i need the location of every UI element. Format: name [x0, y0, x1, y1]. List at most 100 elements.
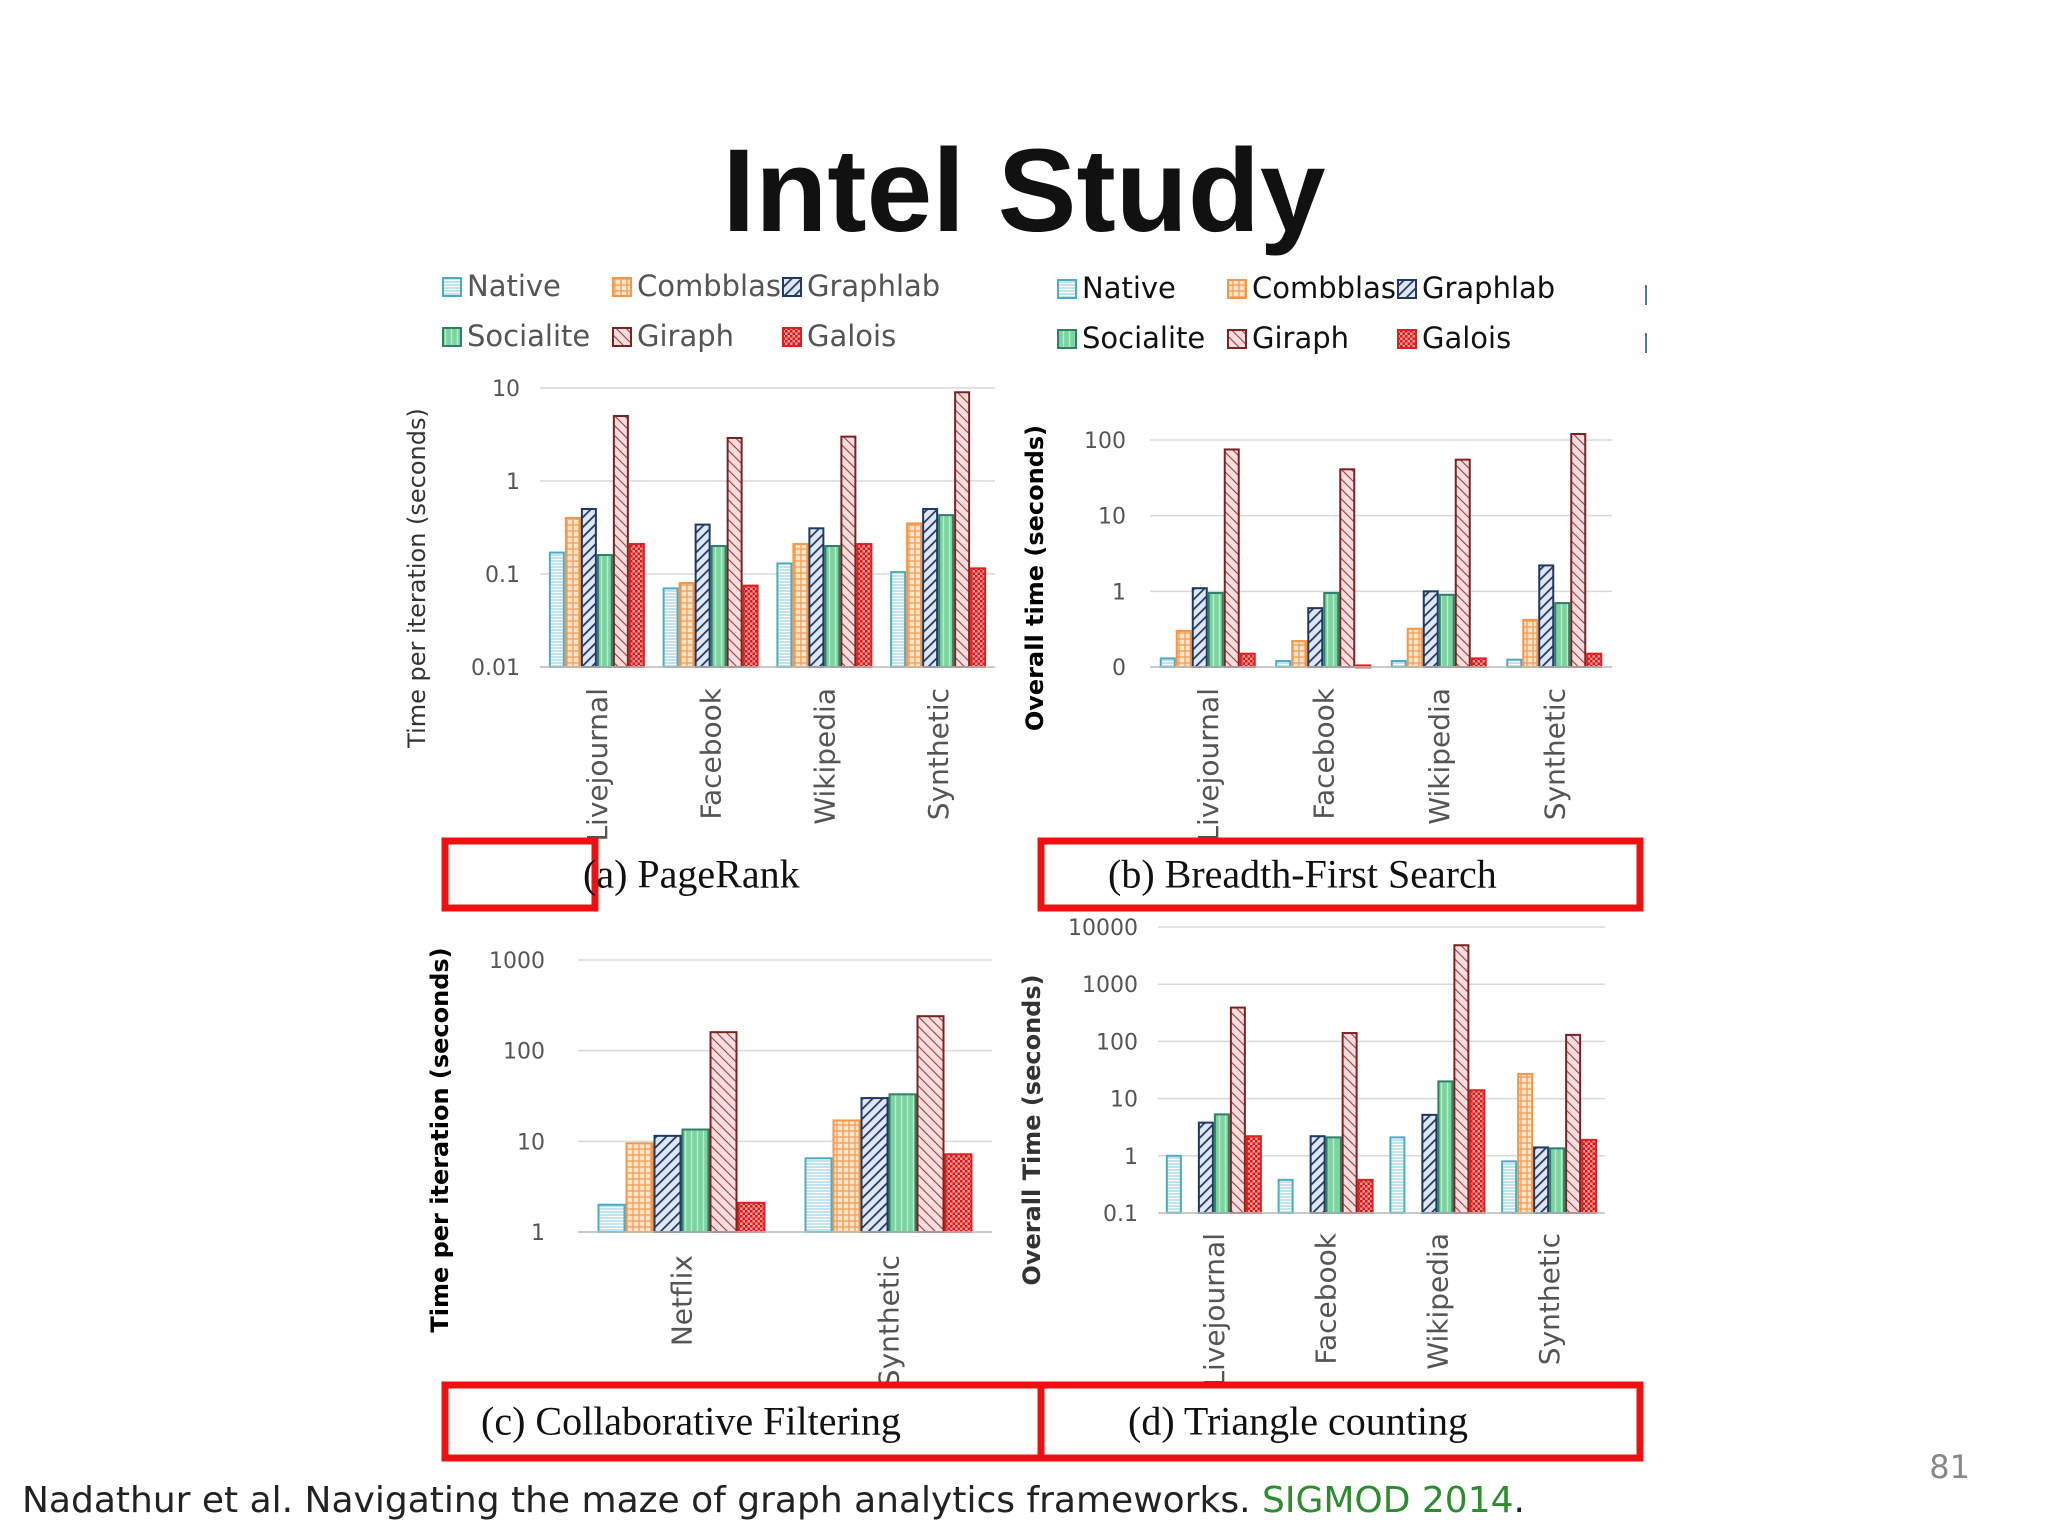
y-tick-label: 100	[1084, 429, 1126, 454]
x-category-label: Livejournal	[1198, 1233, 1231, 1387]
legend-label-combblas: Combblas	[1252, 271, 1396, 305]
legend-swatch-galois	[1397, 329, 1417, 349]
y-tick-label: 10	[1110, 1088, 1138, 1113]
bar-graphlab-livejournal	[1191, 587, 1208, 669]
bar-socialite-wikipedia	[824, 545, 841, 668]
bfs-chart: 0 1 10 100 Overall time (seconds) Livejournal…	[1021, 425, 1612, 842]
y-tick-label: 100	[1096, 1030, 1138, 1055]
legend-swatch-galois	[782, 327, 802, 347]
legend-label-giraph: Giraph	[1252, 321, 1349, 355]
caption-highlight-box	[1037, 837, 1644, 912]
bar-giraph-synthetic	[954, 391, 971, 668]
legend-label-galois: Galois	[807, 319, 896, 353]
legend-swatch-native	[1057, 279, 1077, 299]
pagerank-legend: Native Combblas Graphlab Socialite Giraph Gal…	[442, 269, 940, 353]
bar-native-synthetic	[804, 1157, 833, 1234]
bar-socialite-synthetic	[938, 514, 955, 669]
bar-galois-wikipedia	[1469, 1089, 1486, 1214]
bar-socialite-livejournal	[596, 554, 613, 669]
triangle-counting-caption: (d) Triangle counting	[1037, 1381, 1644, 1462]
bar-native-facebook	[1277, 1178, 1294, 1215]
y-tick-label: 1	[506, 470, 520, 495]
bar-giraph-facebook	[1341, 1032, 1358, 1215]
x-category-label: Livejournal	[1192, 688, 1225, 842]
caption-text: (c) Collaborative Filtering	[481, 1399, 901, 1444]
bar-giraph-livejournal	[1223, 448, 1240, 668]
bar-graphlab-wikipedia	[1422, 590, 1439, 668]
bar-combblas-livejournal	[1175, 629, 1192, 669]
collab-filtering-chart: 1 10 100 1000 Time per iteration (seconds) Ne…	[426, 947, 992, 1387]
collab-filtering-caption: (c) Collaborative Filtering	[441, 1381, 1045, 1462]
y-tick-label: 0.1	[485, 563, 520, 588]
bar-socialite-livejournal	[1213, 1113, 1230, 1215]
y-tick-label: 10	[1098, 505, 1126, 530]
bar-combblas-synthetic	[832, 1119, 861, 1234]
bar-native-livejournal	[1159, 657, 1176, 669]
y-tick-label: 0	[1112, 656, 1126, 681]
x-category-label: Synthetic	[922, 688, 955, 820]
y-tick-label: 0.1	[1103, 1202, 1138, 1227]
x-category-label: Wikipedia	[808, 688, 841, 825]
y-tick-label: 10	[517, 1130, 545, 1155]
legend-label-combblas: Combblas	[637, 269, 781, 303]
bar-socialite-facebook	[1325, 1136, 1342, 1214]
bar-graphlab-facebook	[1309, 1135, 1326, 1214]
bar-native-synthetic	[1506, 658, 1523, 668]
legend-swatch-combblas	[612, 277, 632, 297]
bar-socialite-facebook	[1323, 592, 1340, 669]
y-tick-label: 0.01	[471, 656, 520, 681]
citation-venue[interactable]: SIGMOD 2014	[1261, 1480, 1514, 1521]
legend-swatch-giraph	[612, 327, 632, 347]
legend-label-socialite: Socialite	[1082, 321, 1205, 355]
bar-galois-synthetic	[1586, 652, 1603, 669]
bar-native-netflix	[597, 1203, 626, 1234]
bar-combblas-wikipedia	[792, 543, 809, 669]
page-number: 81	[1929, 1448, 1970, 1486]
legend-label-graphlab: Graphlab	[807, 269, 940, 303]
bar-graphlab-facebook	[1307, 607, 1324, 668]
bar-native-synthetic	[890, 571, 907, 669]
bar-giraph-livejournal	[1229, 1006, 1246, 1215]
y-tick-label: 1	[1124, 1145, 1138, 1170]
x-category-label: Synthetic	[873, 1255, 906, 1387]
y-axis-label: Time per iteration (seconds)	[403, 408, 431, 749]
bar-combblas-synthetic	[1522, 618, 1539, 669]
bar-giraph-livejournal	[612, 414, 629, 668]
x-category-label: Wikipedia	[1423, 688, 1456, 825]
bar-socialite-synthetic	[1549, 1147, 1566, 1214]
bar-socialite-netflix	[681, 1128, 710, 1233]
legend-label-graphlab: Graphlab	[1422, 271, 1555, 305]
bar-graphlab-livejournal	[1197, 1121, 1214, 1214]
bar-graphlab-livejournal	[580, 507, 597, 668]
bar-galois-synthetic	[944, 1153, 973, 1234]
bar-native-facebook	[662, 587, 679, 668]
bar-socialite-synthetic	[1554, 602, 1571, 669]
bar-combblas-wikipedia	[1406, 627, 1423, 668]
legend-swatch-socialite	[442, 327, 462, 347]
x-category-label: Synthetic	[1538, 688, 1571, 820]
bar-galois-wikipedia	[1470, 657, 1487, 669]
bar-graphlab-synthetic	[922, 507, 939, 668]
legend-label-giraph: Giraph	[637, 319, 734, 353]
legend-swatch-combblas	[1227, 279, 1247, 299]
bar-native-synthetic	[1501, 1160, 1518, 1215]
caption-text: (b) Breadth-First Search	[1108, 852, 1497, 897]
bar-native-facebook	[1275, 660, 1292, 668]
legend-swatch-graphlab	[782, 277, 802, 297]
bar-combblas-synthetic	[1517, 1072, 1534, 1215]
caption-text: (a) PageRank	[583, 852, 800, 897]
bar-native-wikipedia	[1390, 660, 1407, 668]
y-axis-label: Overall time (seconds)	[1021, 425, 1049, 731]
legend-swatch-giraph	[1227, 329, 1247, 349]
caption-text: (d) Triangle counting	[1128, 1399, 1468, 1444]
bar-graphlab-wikipedia	[808, 527, 825, 668]
x-category-label: Synthetic	[1533, 1233, 1566, 1365]
bar-combblas-netflix	[625, 1142, 654, 1233]
bar-combblas-synthetic	[906, 522, 923, 668]
bar-graphlab-synthetic	[1538, 564, 1555, 668]
legend-label-socialite: Socialite	[467, 319, 590, 353]
bar-giraph-synthetic	[1570, 433, 1587, 668]
bar-giraph-facebook	[1339, 468, 1356, 668]
caption-highlight-box	[1037, 1381, 1644, 1462]
